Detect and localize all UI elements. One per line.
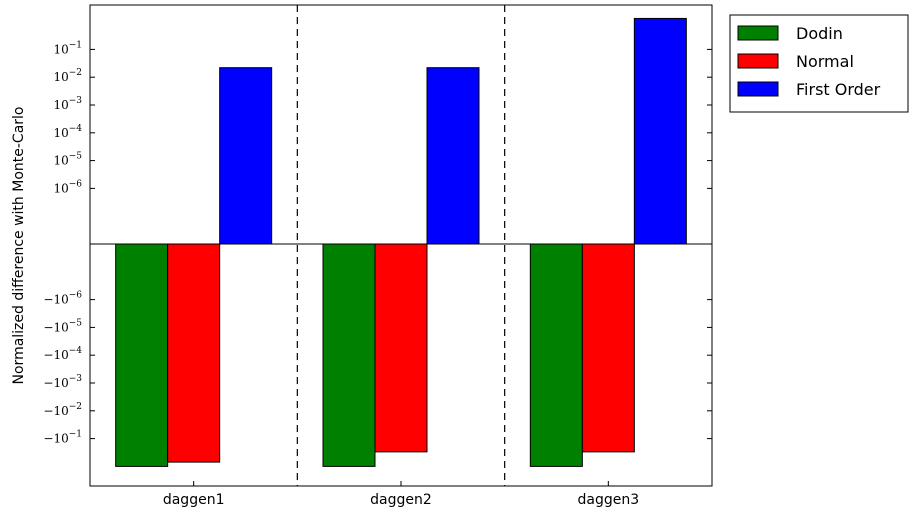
category-label: daggen3 <box>578 492 640 508</box>
bar <box>322 243 376 467</box>
bar <box>633 17 687 245</box>
legend-label: First Order <box>796 80 881 99</box>
y-tick-label: 10−4 <box>53 124 82 140</box>
plot-area: 10−1 10−2 10−3 10−4 10−5 10−6 −10−6 −10−5 −10−4 −… <box>11 4 713 508</box>
category-label: daggen2 <box>370 492 432 508</box>
y-tick-label: 10−5 <box>53 152 82 168</box>
bar <box>426 67 480 245</box>
bar <box>529 243 583 467</box>
y-tick-label: 10−2 <box>53 68 82 84</box>
y-tick-label: 10−6 <box>53 179 82 195</box>
legend: Dodin Normal First Order <box>729 14 909 113</box>
y-tick-label: −10−3 <box>43 374 82 390</box>
y-tick-label: −10−4 <box>43 346 82 362</box>
y-tick-label: −10−1 <box>43 430 82 446</box>
y-tick-label: 10−3 <box>53 96 82 112</box>
y-tick-label: −10−5 <box>43 318 82 334</box>
legend-label: Normal <box>796 52 854 71</box>
y-tick-label: 10−1 <box>53 40 82 56</box>
y-tick-label: −10−2 <box>43 402 82 418</box>
legend-swatch <box>737 25 779 41</box>
bar <box>115 243 169 467</box>
bar <box>581 243 635 453</box>
legend-swatch <box>737 81 779 97</box>
category-label: daggen1 <box>163 492 225 508</box>
y-tick-label: −10−6 <box>43 291 82 307</box>
legend-label: Dodin <box>796 24 843 43</box>
y-axis-title: Normalized difference with Monte-Carlo <box>11 107 27 385</box>
bar <box>374 243 428 453</box>
legend-swatch <box>737 53 779 69</box>
bar <box>219 67 273 245</box>
bar <box>167 243 221 463</box>
